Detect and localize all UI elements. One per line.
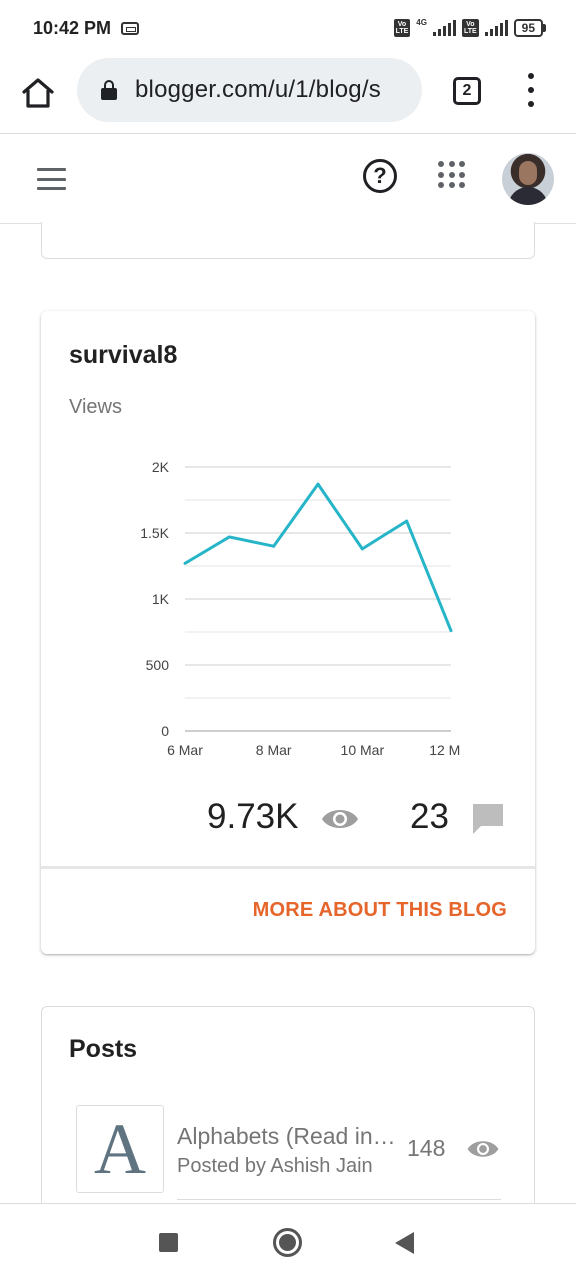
x-tick-label: 10 Mar xyxy=(341,742,385,758)
tab-switcher-button[interactable]: 2 xyxy=(453,77,481,105)
data-point xyxy=(316,482,320,486)
data-point xyxy=(449,629,453,633)
volte-icon: Vo LTE xyxy=(393,19,411,37)
views-label: Views xyxy=(69,396,122,418)
eye-icon xyxy=(322,810,358,828)
app-bar: ? xyxy=(0,135,576,224)
recent-apps-icon[interactable] xyxy=(159,1233,178,1252)
battery-level: 95 xyxy=(513,19,543,37)
help-icon[interactable]: ? xyxy=(363,159,397,193)
y-tick-label: 1K xyxy=(152,591,170,607)
more-options-icon[interactable] xyxy=(526,73,536,107)
x-tick-label: 6 Mar xyxy=(167,742,203,758)
data-point xyxy=(405,519,409,523)
lock-icon xyxy=(101,80,117,100)
volte-icon-2: Vo LTE xyxy=(461,19,479,37)
network-type: 4G xyxy=(416,17,427,27)
browser-toolbar: blogger.com/u/1/blog/s 2 xyxy=(0,56,576,134)
blog-title: survival8 xyxy=(69,341,178,369)
total-views: 9.73K xyxy=(207,797,299,836)
battery-icon: 95 xyxy=(513,19,546,37)
views-series-line xyxy=(184,482,453,632)
post-views: 148 xyxy=(407,1135,446,1161)
home-nav-icon[interactable] xyxy=(273,1228,302,1257)
posts-card: Posts A Alphabets (Read in Hindi) Posted… xyxy=(41,1006,535,1226)
data-point xyxy=(272,544,276,548)
signal-icon-2 xyxy=(484,20,508,36)
data-point xyxy=(360,547,364,551)
y-tick-label: 0 xyxy=(161,723,169,739)
post-divider xyxy=(177,1199,501,1200)
comment-icon xyxy=(473,804,503,834)
posts-title: Posts xyxy=(69,1035,138,1063)
y-tick-label: 500 xyxy=(146,657,170,673)
status-time: 10:42 PM xyxy=(33,17,112,38)
avatar[interactable] xyxy=(502,153,554,205)
blog-stats: 9.73K 23 xyxy=(41,797,535,841)
post-thumbnail[interactable]: A xyxy=(76,1105,164,1193)
apps-grid-icon[interactable] xyxy=(438,161,466,189)
hamburger-menu-icon[interactable] xyxy=(37,168,66,190)
card-divider xyxy=(41,866,535,869)
data-point xyxy=(183,561,187,565)
more-about-blog-link[interactable]: MORE ABOUT THIS BLOG xyxy=(252,899,507,921)
x-tick-label: 8 Mar xyxy=(256,742,292,758)
post-author: Posted by Ashish Jain xyxy=(177,1155,373,1177)
y-tick-label: 2K xyxy=(152,459,170,475)
data-point xyxy=(227,535,231,539)
url-text: blogger.com/u/1/blog/s xyxy=(135,76,381,103)
voicemail-icon xyxy=(121,21,140,35)
system-nav-bar xyxy=(0,1203,576,1280)
comment-count: 23 xyxy=(410,797,449,836)
y-tick-label: 1.5K xyxy=(140,525,169,541)
eye-icon xyxy=(467,1141,499,1157)
status-indicators: Vo LTE 4G Vo LTE 95 xyxy=(393,17,546,37)
previous-card xyxy=(41,222,535,259)
x-tick-label: 12 Mar xyxy=(429,742,461,758)
signal-icon xyxy=(432,20,456,36)
address-bar[interactable]: blogger.com/u/1/blog/s xyxy=(77,58,422,122)
status-bar: 10:42 PM Vo LTE 4G Vo LTE 95 xyxy=(0,0,576,56)
home-icon[interactable] xyxy=(20,75,56,111)
views-chart: 0 500 1K 1.5K 2K 6 Mar 8 Mar 10 Mar 12 Mar xyxy=(140,459,461,758)
post-title[interactable]: Alphabets (Read in Hindi) xyxy=(177,1123,402,1149)
blog-stats-card: survival8 Views 0 500 1K 1.5K 2K 6 Mar 8 Mar 10… xyxy=(41,311,535,954)
back-icon[interactable] xyxy=(395,1232,414,1254)
